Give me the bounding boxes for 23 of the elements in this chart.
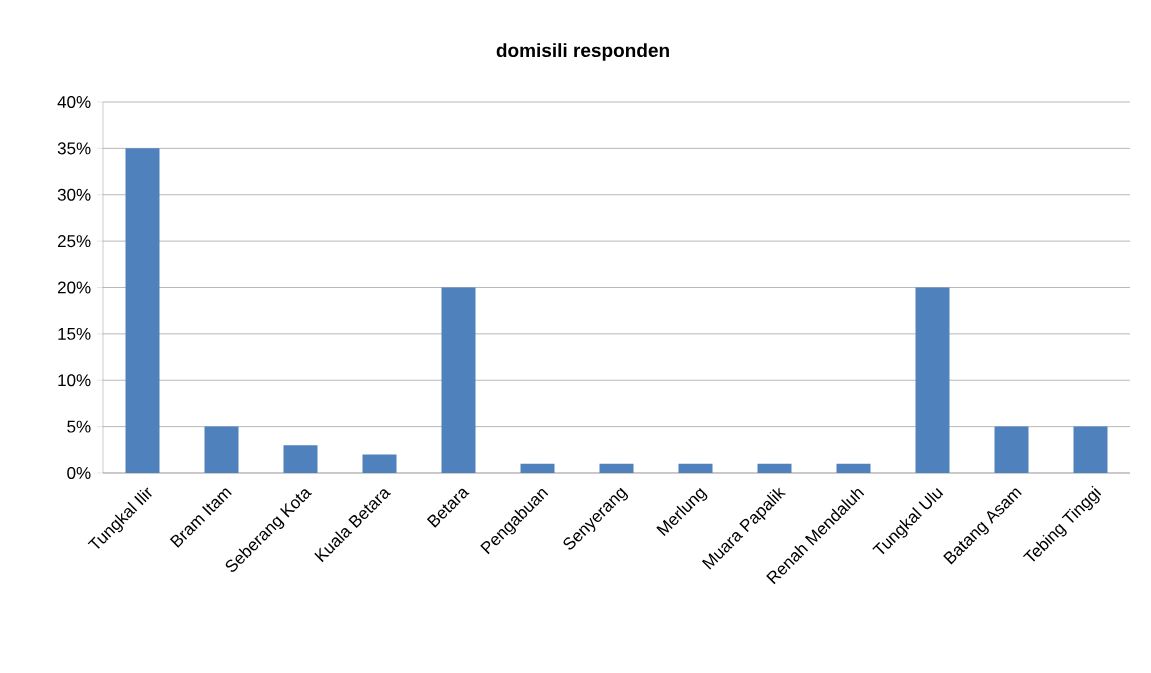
bar	[1073, 426, 1108, 473]
bar	[836, 463, 871, 473]
y-tick-label: 20%	[57, 281, 91, 294]
y-tick-label: 0%	[67, 466, 91, 480]
y-tick-label: 25%	[57, 235, 91, 248]
bar	[915, 287, 950, 473]
bar	[362, 454, 397, 473]
bar	[757, 463, 792, 473]
bar	[204, 426, 239, 473]
y-tick-label: 15%	[58, 327, 91, 340]
y-tick-label: 30%	[57, 188, 91, 201]
bar	[599, 463, 634, 473]
bar	[520, 463, 555, 473]
bar	[125, 148, 160, 473]
y-tick-label: 35%	[57, 142, 91, 155]
y-tick-label: 5%	[67, 420, 91, 433]
chart-title: domisili responden	[496, 43, 669, 61]
y-tick-label: 40%	[57, 95, 91, 109]
y-tick-label: 10%	[58, 374, 91, 387]
bar	[283, 445, 318, 473]
bar	[994, 426, 1029, 473]
bar	[441, 287, 476, 473]
bar	[678, 463, 713, 473]
